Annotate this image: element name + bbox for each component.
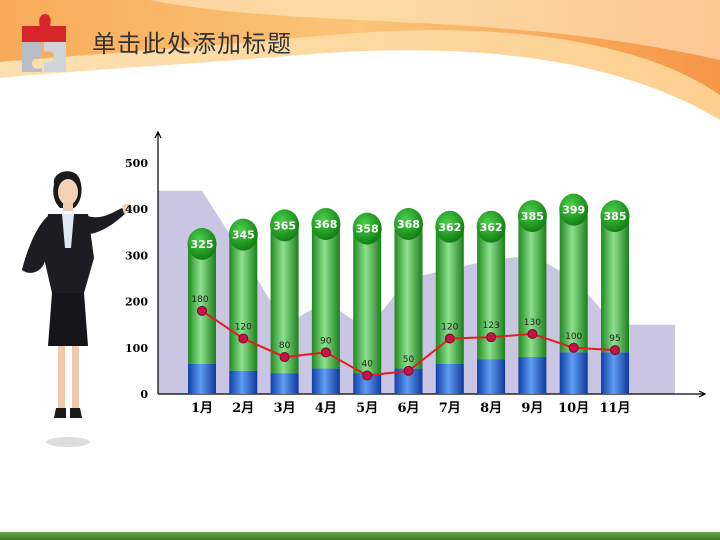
x-tick-label: 4月 <box>315 401 337 416</box>
bar-blue-base <box>188 363 216 394</box>
bar-value-label: 385 <box>521 210 544 223</box>
bar-green <box>559 209 588 353</box>
line-value-label: 120 <box>235 323 252 333</box>
line-point <box>197 305 207 316</box>
bar-value-label: 368 <box>314 218 337 231</box>
y-tick-label: 500 <box>125 157 148 170</box>
line-series <box>197 305 620 381</box>
line-value-label: 80 <box>279 341 291 351</box>
bar-blue-base <box>229 370 258 394</box>
bar-value-label: 362 <box>480 221 503 234</box>
x-tick-label: 7月 <box>439 401 461 416</box>
bar-blue-base <box>477 359 506 394</box>
line-point <box>279 352 290 363</box>
bar-green <box>394 223 423 369</box>
bar-blue-base <box>353 373 382 394</box>
line-point <box>238 333 249 344</box>
y-tick-label: 400 <box>125 203 148 216</box>
line-value-label: 130 <box>524 318 541 328</box>
bar-series <box>187 193 630 394</box>
bar-cap <box>559 193 589 226</box>
line-value-label: 180 <box>191 295 208 305</box>
bar-cap <box>435 210 465 243</box>
y-tick-label: 100 <box>125 342 148 355</box>
x-axis-arrow <box>698 390 707 398</box>
x-tick-label: 8月 <box>480 401 502 416</box>
bar-cap <box>517 200 547 233</box>
bar-cap <box>270 209 300 242</box>
bar-blue-base <box>559 352 588 394</box>
bar-value-label: 362 <box>438 221 461 234</box>
bar-value-label: 399 <box>562 204 585 217</box>
bar-value-label: 325 <box>191 238 214 251</box>
chart-labels: 0 100 200 300 400 500 1月 2月 3月 4月 5月 6月 7月 8月 9月 10月 11月… <box>125 157 631 416</box>
bar-blue-base <box>518 357 547 394</box>
bar-green <box>311 223 340 369</box>
line-point <box>403 365 414 376</box>
bar-value-label: 368 <box>397 218 420 231</box>
y-tick-label: 300 <box>125 249 148 262</box>
line-value-label: 40 <box>361 360 373 370</box>
y-axis-arrow <box>154 130 162 139</box>
bar-value-label: 358 <box>356 223 379 236</box>
line-point <box>486 332 497 343</box>
line-value-label: 90 <box>320 336 332 346</box>
x-tick-label: 2月 <box>232 401 254 416</box>
bar-green <box>188 243 216 364</box>
line-value-label: 100 <box>565 332 582 342</box>
line-point <box>568 342 579 353</box>
x-tick-label: 10月 <box>558 401 589 416</box>
line-value-label: 50 <box>403 355 415 365</box>
y-tick-label: 0 <box>140 388 148 401</box>
x-tick-label: 11月 <box>599 401 630 416</box>
line-point <box>610 345 620 356</box>
bar-blue-base <box>601 352 629 394</box>
bar-value-label: 365 <box>273 219 296 232</box>
bar-blue-base <box>311 368 340 394</box>
line-point <box>320 347 331 358</box>
x-tick-label: 5月 <box>356 401 378 416</box>
line-value-label: 95 <box>609 334 620 344</box>
line-point <box>444 333 455 344</box>
puzzle-logo-icon <box>22 14 66 72</box>
y-tick-label: 200 <box>125 296 148 309</box>
bar-blue-base <box>270 373 299 394</box>
bar-cap <box>600 200 630 233</box>
x-tick-label: 3月 <box>274 401 296 416</box>
bar-blue-base <box>435 363 464 394</box>
bar-value-label: 345 <box>232 229 255 242</box>
line-point <box>362 370 373 381</box>
x-tick-label: 6月 <box>397 401 419 416</box>
bar-green <box>229 234 258 371</box>
bar-cap <box>228 218 258 251</box>
bar-green <box>353 228 382 374</box>
line-value-label: 123 <box>483 321 500 331</box>
bar-cap <box>394 207 423 240</box>
bar-cap <box>311 207 341 240</box>
bar-cap <box>352 212 382 245</box>
line-point <box>527 328 538 339</box>
x-tick-label: 9月 <box>521 401 543 416</box>
bar-green <box>270 225 299 374</box>
bar-green <box>601 216 629 353</box>
bar-cap <box>187 227 217 260</box>
bar-cap <box>476 210 506 243</box>
businesswoman-figure <box>22 171 133 447</box>
x-tick-label: 1月 <box>191 401 213 416</box>
slide-title: 单击此处添加标题 <box>92 30 292 58</box>
bar-value-label: 385 <box>604 210 627 223</box>
line-value-label: 120 <box>441 323 458 333</box>
